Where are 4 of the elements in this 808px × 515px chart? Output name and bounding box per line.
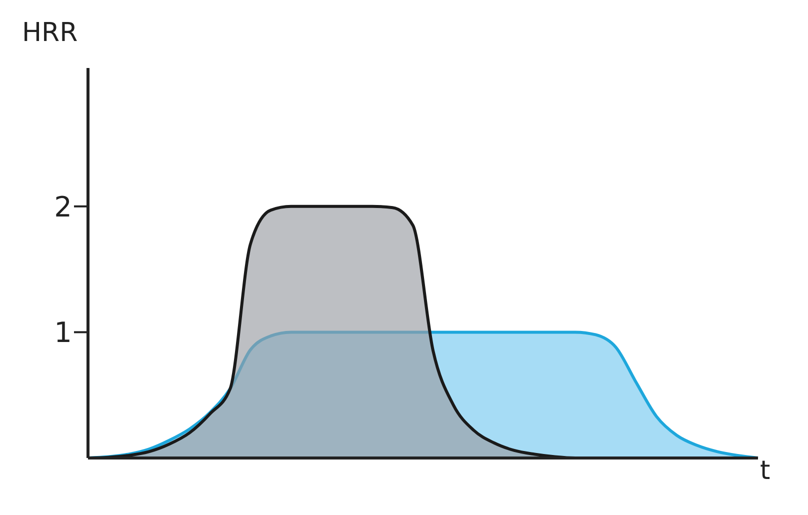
- y-axis-title: HRR: [22, 18, 78, 48]
- y-tick-label: 1: [54, 316, 72, 350]
- x-axis-title: t: [760, 456, 770, 486]
- y-tick-label: 2: [54, 190, 72, 224]
